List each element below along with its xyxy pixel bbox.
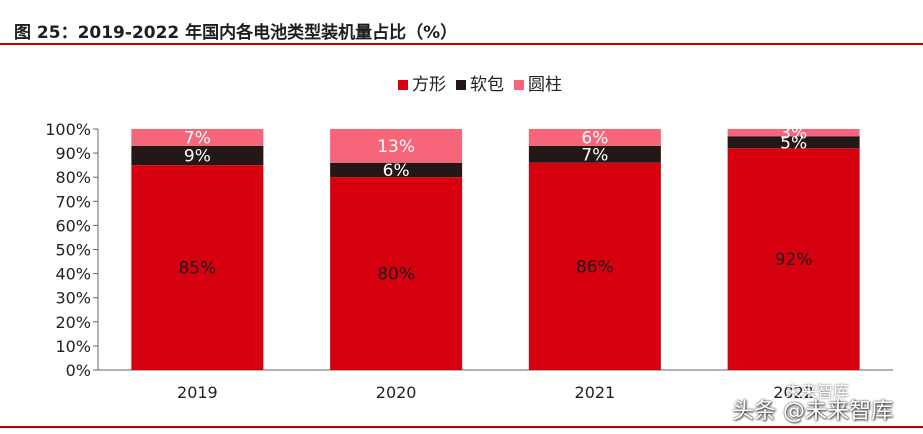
y-tick-label: 90% — [55, 144, 91, 163]
data-label: 9% — [184, 147, 211, 167]
legend-label: 圆柱 — [528, 75, 562, 95]
bottom-divider — [0, 426, 923, 428]
bar-segment-pouch — [330, 162, 463, 178]
x-tick-label: 2019 — [177, 383, 218, 402]
bar-segment-cylindrical — [528, 129, 661, 146]
y-tick-label: 20% — [55, 313, 91, 332]
legend-label: 软包 — [470, 75, 504, 95]
data-label: 3% — [780, 124, 807, 144]
data-label: 5% — [780, 133, 807, 153]
legend-label: 方形 — [412, 75, 446, 95]
bar-segment-square — [330, 177, 463, 370]
title-divider — [0, 43, 923, 45]
data-label: 92% — [775, 250, 813, 270]
y-tick-label: 10% — [55, 337, 91, 356]
bar-segment-cylindrical — [330, 129, 463, 163]
y-tick-label: 70% — [55, 192, 91, 211]
data-label: 6% — [383, 161, 410, 181]
data-label: 7% — [581, 145, 608, 165]
x-tick-label: 2020 — [376, 383, 417, 402]
watermark-logo-text: 未来智库 — [785, 382, 850, 401]
bar-segment-pouch — [131, 145, 264, 166]
y-tick-label: 0% — [66, 361, 91, 380]
y-tick-label: 100% — [45, 120, 91, 139]
data-label: 80% — [377, 265, 415, 285]
y-tick-label: 40% — [55, 265, 91, 284]
bar-segment-square — [727, 148, 860, 370]
legend-swatch — [456, 80, 466, 90]
bar-segment-square — [528, 162, 661, 370]
watermark-text: 头条 @未来智库 — [732, 399, 893, 424]
data-label: 6% — [581, 128, 608, 148]
bar-segment-cylindrical — [727, 129, 860, 137]
y-tick-label: 80% — [55, 168, 91, 187]
x-tick-label: 2022 — [773, 383, 814, 402]
data-label: 86% — [576, 257, 614, 277]
chart-title: 图 25：2019-2022 年国内各电池类型装机量占比（%） — [14, 23, 458, 43]
data-label: 85% — [178, 259, 216, 279]
y-tick-label: 50% — [55, 241, 91, 260]
data-label: 13% — [377, 137, 415, 157]
bar-segment-pouch — [727, 136, 860, 149]
y-tick-label: 60% — [55, 216, 91, 235]
bar-segment-square — [131, 165, 264, 370]
legend-swatch — [398, 80, 408, 90]
legend-swatch — [514, 80, 524, 90]
y-tick-label: 30% — [55, 289, 91, 308]
x-tick-label: 2021 — [575, 383, 616, 402]
bar-segment-cylindrical — [131, 129, 264, 146]
bar-segment-pouch — [528, 145, 661, 163]
data-label: 7% — [184, 128, 211, 148]
